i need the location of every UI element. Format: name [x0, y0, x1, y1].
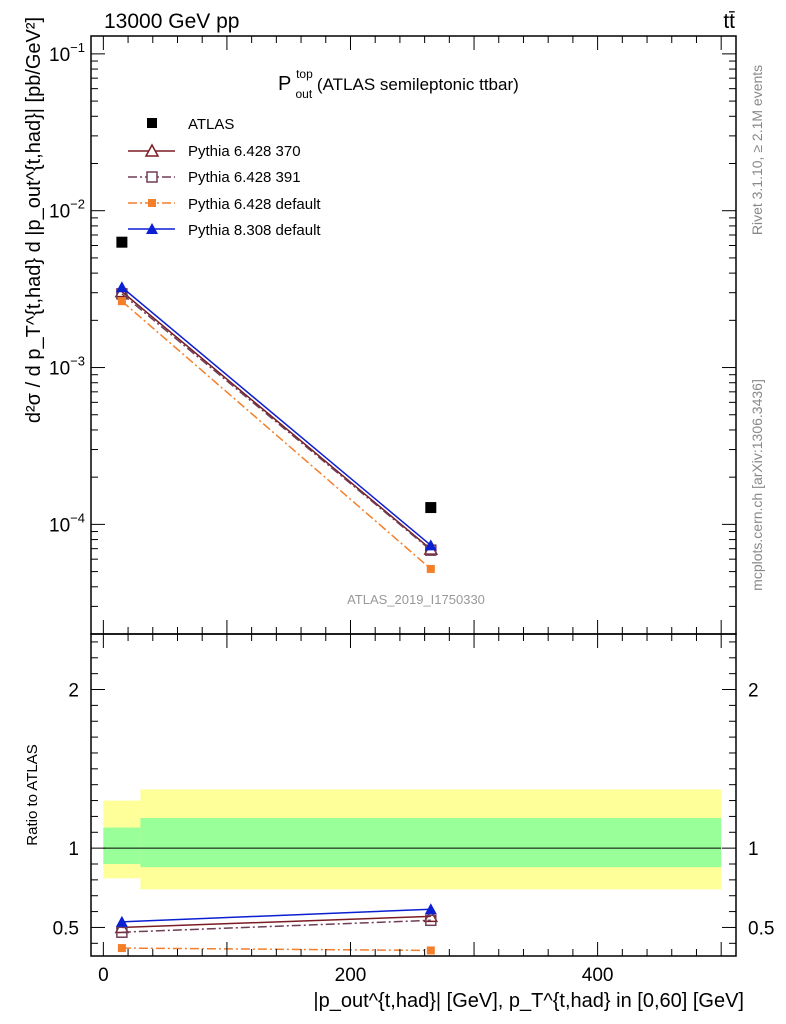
- data-point-py6def: [426, 564, 435, 573]
- main-y-ticks: 10−4 10−3 10−2 10−1: [49, 40, 736, 635]
- title-p: P: [278, 73, 291, 95]
- ylabel-text: d²σ / d p_T^{t,had} d |p_out^{t,had}| [p…: [23, 17, 45, 423]
- legend-label-atlas: ATLAS: [188, 116, 234, 133]
- main-title: P top out (ATLAS semileptonic ttbar): [278, 63, 519, 102]
- series-line-py8def: [121, 286, 432, 546]
- legend-label-py391: Pythia 6.428 391: [188, 169, 301, 186]
- data-point-data: [116, 236, 128, 248]
- legend-marker-py391: [146, 171, 158, 183]
- rivet-label: Rivet 3.1.10, ≥ 2.1M events: [749, 65, 765, 235]
- legend-marker-py6def: [148, 199, 156, 207]
- main-y-tick-label: 10−2: [49, 197, 85, 223]
- x-tick-label: 200: [335, 965, 367, 986]
- ratio-x-ticks: 0 200 400: [98, 634, 722, 986]
- main-y-tick-label: 10−3: [49, 354, 85, 380]
- ratio-y-tick-label: 2: [68, 681, 79, 702]
- legend-marker-py370: [144, 143, 160, 157]
- main-y-tick-label: 10−4: [49, 510, 85, 536]
- ratio-point-py391: [116, 926, 128, 938]
- ratio-y-tick-label-right: 2: [748, 681, 759, 702]
- title-rest: (ATLAS semileptonic ttbar): [317, 75, 519, 94]
- ratio-y-ticks: 0.5 0.5 1 1 2 2: [53, 641, 774, 944]
- uncertainty-band-inner: [103, 827, 141, 864]
- series-line-py391: [121, 293, 432, 551]
- ratio-point-py6def: [117, 944, 126, 953]
- uncertainty-band-inner: [140, 818, 722, 868]
- data-point-data: [425, 502, 437, 514]
- ratio-point-py8def: [424, 903, 437, 915]
- title-sup: top: [296, 67, 313, 81]
- ratio-line-py8def: [121, 908, 431, 923]
- ratio-line-py391: [121, 919, 431, 933]
- title-sub: out: [296, 87, 313, 101]
- ratio-y-axis-label: Ratio to ATLAS: [24, 744, 41, 845]
- x-tick-label: 0: [98, 965, 109, 986]
- ratio-bands: [103, 789, 722, 890]
- x-tick-label: 400: [582, 965, 614, 986]
- analysis-label: ATLAS_2019_I1750330: [347, 592, 485, 607]
- legend-label-py8def: Pythia 8.308 default: [188, 222, 321, 239]
- process-label: tt̄: [723, 10, 735, 33]
- legend-label-py6def: Pythia 6.428 default: [188, 196, 321, 213]
- ratio-frame: [90, 633, 737, 957]
- ratio-y-tick-label: 1: [68, 839, 79, 860]
- main-y-tick-label: 10−1: [49, 40, 85, 66]
- series-line-py370: [121, 291, 432, 550]
- legend: ATLAS Pythia 6.428 370 Pythia 6.428 391 …: [128, 116, 321, 239]
- data-point-py8def: [115, 281, 128, 293]
- ratio-y-tick-label-right: 1: [748, 839, 759, 860]
- legend-label-py370: Pythia 6.428 370: [188, 143, 301, 160]
- ratio-y-tick-label-right: 0.5: [748, 918, 774, 939]
- ratio-point-py8def: [115, 915, 128, 927]
- ratio-y-tick-label: 0.5: [53, 918, 79, 939]
- main-x-ticks: [102, 36, 722, 634]
- energy-label: 13000 GeV pp: [104, 10, 239, 33]
- series-line-py6def: [121, 300, 432, 570]
- mcplots-label: mcplots.cern.ch [arXiv:1306.3436]: [749, 379, 765, 591]
- legend-marker-py8def: [146, 223, 158, 234]
- ratio-point-py391: [425, 914, 437, 927]
- ratio-line-py370: [121, 915, 431, 929]
- data-point-py8def: [424, 539, 437, 551]
- x-axis-label: |p_out^{t,had}| [GeV], p_T^{t,had} in [0…: [313, 990, 744, 1012]
- ratio-point-py6def: [426, 946, 435, 955]
- legend-marker-atlas: [147, 118, 157, 128]
- data-point-py6def: [117, 297, 126, 306]
- main-series: [114, 236, 439, 573]
- ratio-series: [114, 903, 439, 955]
- main-y-axis-label: d²σ / d p_T^{t,had} d |p_out^{t,had}| [p…: [23, 17, 45, 423]
